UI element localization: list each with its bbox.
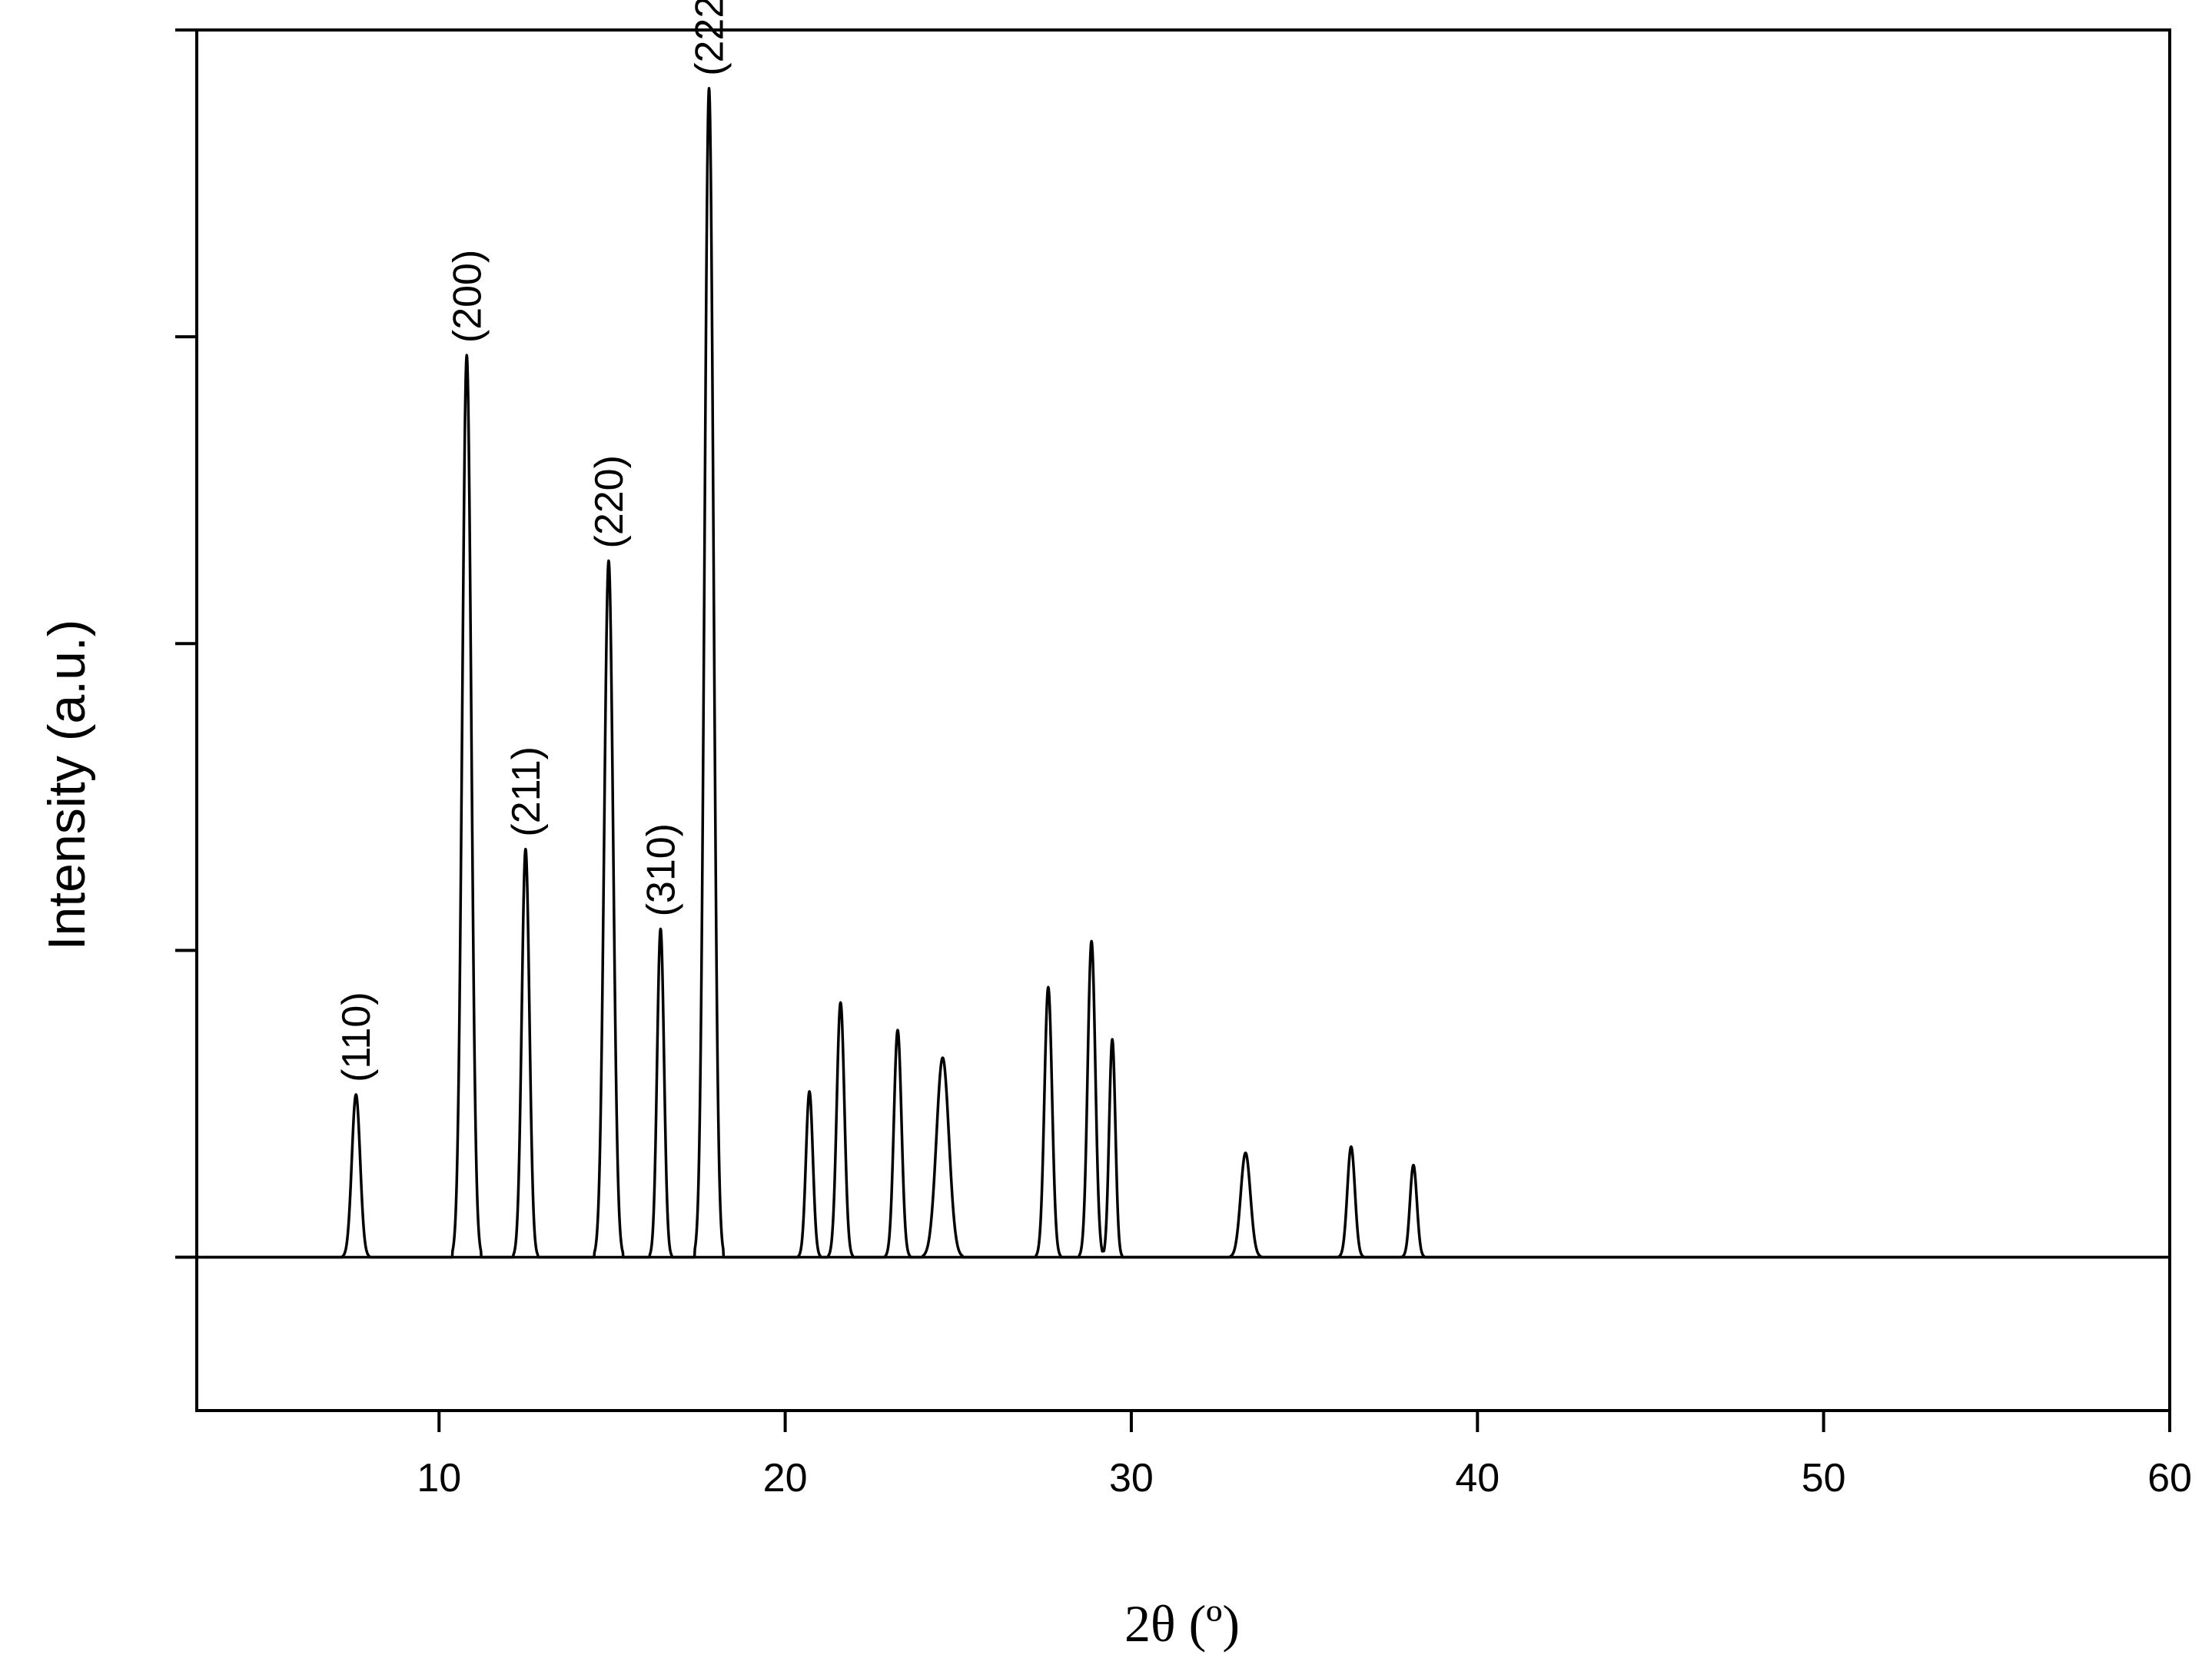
- peak-label-1: (200): [445, 250, 490, 343]
- peak-label-2: (211): [504, 746, 549, 837]
- y-axis-label: Intensity (a.u.): [38, 620, 96, 951]
- x-axis-label: 2θ (º): [1124, 1594, 1240, 1653]
- peak-label-0: (110): [334, 992, 379, 1082]
- x-axis-ticks: 10 20 30 40 50 60: [417, 1411, 2192, 1501]
- peak-label-5: (222): [688, 0, 732, 76]
- x-tick-label-0: 10: [417, 1456, 461, 1501]
- x-tick-label-4: 50: [1802, 1456, 1846, 1501]
- x-tick-label-2: 30: [1109, 1456, 1154, 1501]
- x-tick-label-1: 20: [763, 1456, 808, 1501]
- diffraction-pattern-line: [195, 87, 2171, 1259]
- x-tick-label-3: 40: [1455, 1456, 1500, 1501]
- peak-label-3: (220): [587, 455, 632, 548]
- x-tick-label-5: 60: [2147, 1456, 2192, 1501]
- peak-label-4: (310): [639, 823, 684, 916]
- peak-labels: (110) (200) (211) (220) (310) (222): [334, 0, 732, 1082]
- plot-frame: [195, 28, 2171, 1412]
- y-axis-ticks: [175, 28, 197, 1259]
